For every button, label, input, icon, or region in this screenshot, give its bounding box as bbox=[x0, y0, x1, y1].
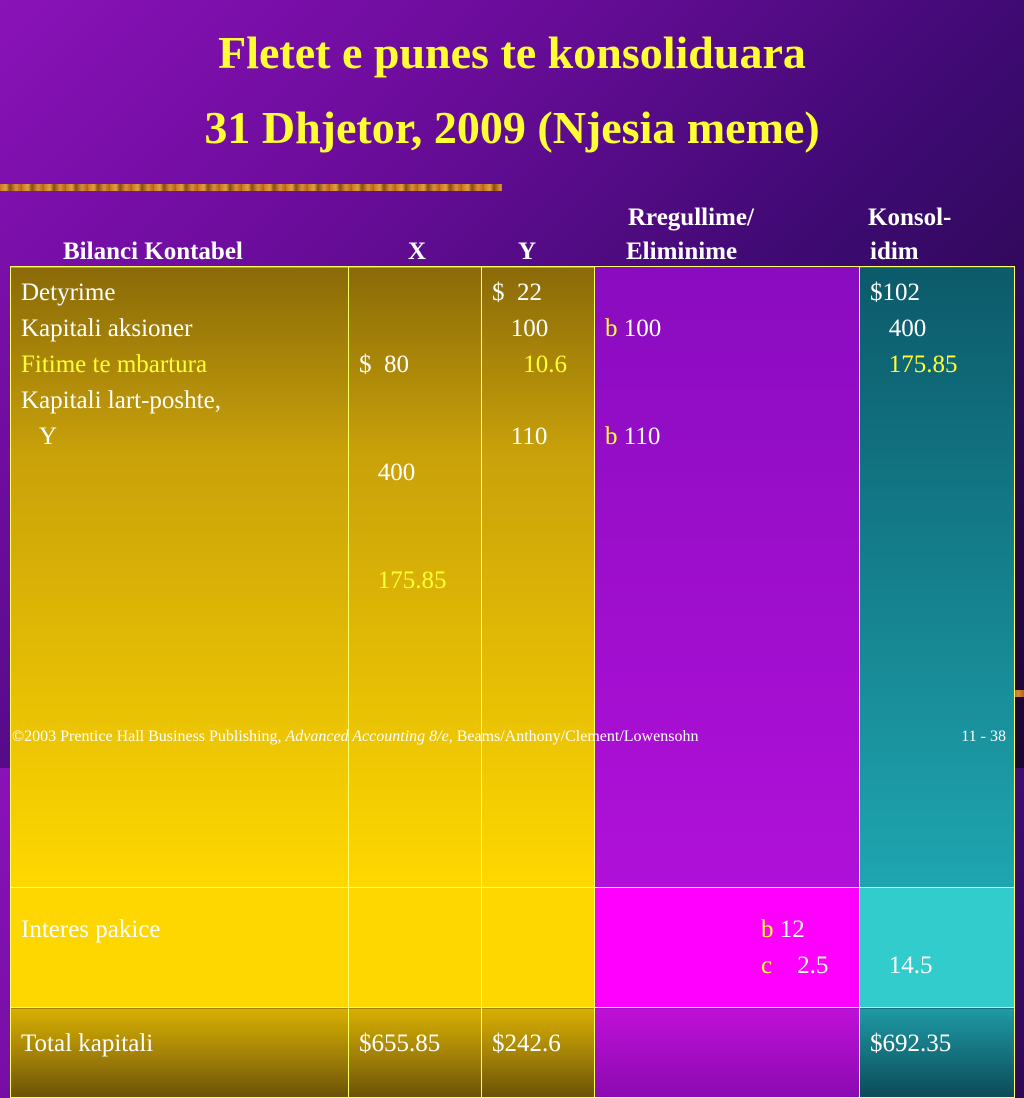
slide-title-line1: Fletet e punes te konsoliduara bbox=[218, 27, 806, 78]
kons-value: 400 bbox=[870, 315, 927, 342]
footer-credit: ©2003 Prentice Hall Business Publishing,… bbox=[12, 728, 699, 745]
header-rregullime-line2: Eliminime bbox=[626, 238, 738, 265]
cell-labels: Detyrime Kapitali aksioner Fitime te mba… bbox=[10, 266, 349, 888]
table-row: Total kapitali $655.85 $242.6 $692.35 bbox=[10, 1007, 1015, 1098]
table-row: Detyrime Kapitali aksioner Fitime te mba… bbox=[10, 266, 1015, 888]
adj-entry bbox=[605, 347, 849, 383]
header-y: Y bbox=[518, 238, 537, 265]
x-value: $655.85 bbox=[359, 1030, 441, 1057]
adj-entry: b 110 bbox=[605, 423, 661, 450]
slide-title-line2: 31 Dhjetor, 2009 (Njesia meme) bbox=[204, 102, 820, 153]
kons-value: $102 bbox=[870, 279, 920, 306]
row-label: Fitime te mbartura bbox=[21, 351, 208, 378]
kons-value bbox=[870, 383, 1004, 419]
x-value: $ 80 bbox=[359, 351, 409, 378]
row-label: Y bbox=[21, 423, 57, 450]
x-value: 175.85 bbox=[359, 567, 447, 594]
cell-y: $242.6 bbox=[481, 1007, 595, 1098]
x-value: 400 bbox=[359, 459, 416, 486]
row-label: Kapitali aksioner bbox=[21, 315, 193, 342]
y-value: 10.6 bbox=[492, 351, 567, 378]
header-bilanci: Bilanci Kontabel bbox=[63, 238, 243, 265]
row-label: Total kapitali bbox=[21, 1030, 154, 1057]
decorative-stripe-top bbox=[0, 184, 502, 191]
consolidation-worksheet-table: Detyrime Kapitali aksioner Fitime te mba… bbox=[10, 266, 1015, 1098]
row-label: Interes pakice bbox=[21, 916, 161, 943]
cell-adjustments: b 12 c 2.5 bbox=[594, 887, 860, 1008]
cell-labels: Total kapitali bbox=[10, 1007, 349, 1098]
y-value: $ 22 bbox=[492, 279, 542, 306]
cell-adjustments: b 100 b 110 bbox=[594, 266, 860, 888]
cell-labels: Interes pakice bbox=[10, 887, 349, 1008]
y-value bbox=[492, 383, 584, 419]
table-row: Interes pakice b 12 c 2.5 14.5 bbox=[10, 887, 1015, 1008]
kons-value: 175.85 bbox=[870, 351, 958, 378]
cell-y bbox=[481, 887, 595, 1008]
cell-adjustments bbox=[594, 1007, 860, 1098]
row-label: Detyrime bbox=[21, 279, 116, 306]
cell-x: $655.85 bbox=[348, 1007, 482, 1098]
cell-consolidated: 14.5 bbox=[859, 887, 1015, 1008]
kons-value: $692.35 bbox=[870, 1030, 952, 1057]
x-value bbox=[359, 671, 471, 707]
adj-entry: b 100 bbox=[605, 315, 662, 342]
header-x: X bbox=[408, 238, 427, 265]
cell-consolidated: $692.35 bbox=[859, 1007, 1015, 1098]
cell-x: $ 80 400 175.85 bbox=[348, 266, 482, 888]
kons-value: 14.5 bbox=[870, 952, 933, 979]
cell-consolidated: $102 400 175.85 bbox=[859, 266, 1015, 888]
kons-value bbox=[870, 912, 1004, 948]
kons-value bbox=[870, 419, 1004, 455]
cell-y: $ 22 100 10.6 110 bbox=[481, 266, 595, 888]
adj-entry bbox=[605, 383, 849, 419]
y-value: 100 bbox=[492, 315, 549, 342]
header-rregullime-line1: Rregullime/ bbox=[628, 204, 754, 231]
header-konsol-line1: Konsol- bbox=[868, 204, 952, 231]
page-number: 11 - 38 bbox=[961, 728, 1006, 745]
adj-entry: c 2.5 bbox=[761, 952, 829, 979]
cell-x bbox=[348, 887, 482, 1008]
header-konsol-line2: idim bbox=[870, 238, 919, 265]
y-value: 110 bbox=[492, 423, 548, 450]
x-value bbox=[359, 779, 471, 815]
y-value: $242.6 bbox=[492, 1030, 561, 1057]
adj-entry bbox=[605, 275, 849, 311]
row-label: Kapitali lart-poshte, bbox=[21, 387, 221, 414]
adj-entry: b 12 bbox=[761, 916, 805, 943]
